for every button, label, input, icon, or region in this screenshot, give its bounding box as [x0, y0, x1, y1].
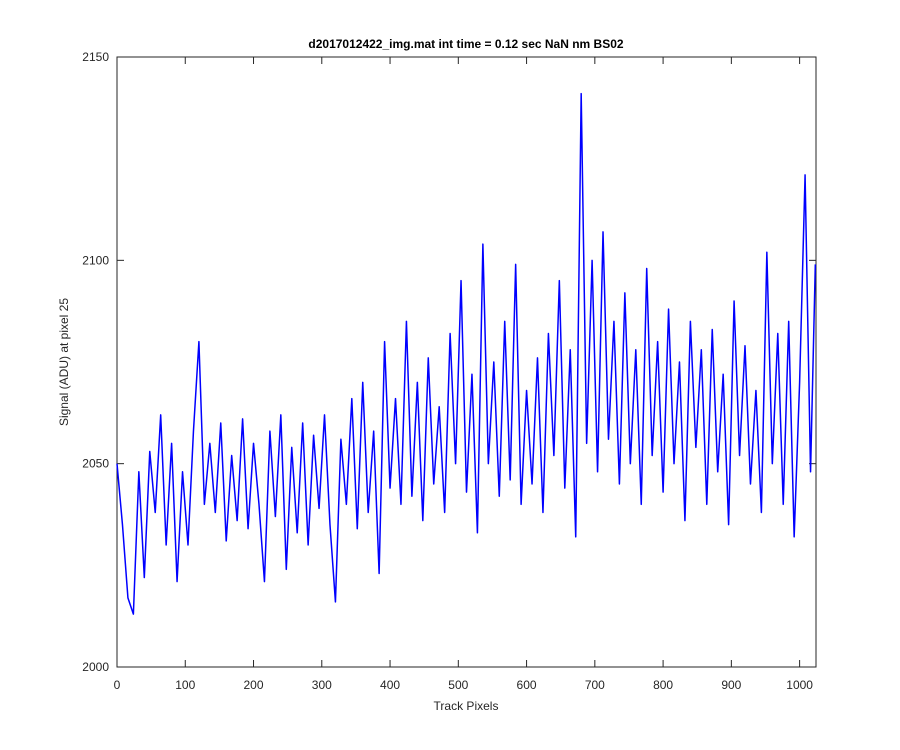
x-tick-label: 600 — [517, 678, 537, 692]
x-axis-label: Track Pixels — [434, 699, 499, 713]
x-tick-label: 900 — [721, 678, 741, 692]
chart-title: d2017012422_img.mat int time = 0.12 sec … — [308, 37, 623, 51]
y-tick-label: 2150 — [82, 50, 109, 64]
y-axis-label: Signal (ADU) at pixel 25 — [57, 298, 71, 426]
x-tick-label: 400 — [380, 678, 400, 692]
x-tick-label: 1000 — [786, 678, 813, 692]
x-tick-label: 100 — [175, 678, 195, 692]
x-tick-label: 800 — [653, 678, 673, 692]
data-line — [116, 92, 817, 615]
y-tick-label: 2050 — [82, 457, 109, 471]
y-tick-label: 2100 — [82, 253, 109, 267]
axes-box — [116, 56, 817, 668]
x-tick-label: 0 — [114, 678, 121, 692]
x-tick-label: 500 — [448, 678, 468, 692]
x-tick-label: 300 — [312, 678, 332, 692]
x-tick-label: 700 — [585, 678, 605, 692]
x-tick-label: 200 — [244, 678, 264, 692]
y-tick-label: 2000 — [82, 660, 109, 674]
